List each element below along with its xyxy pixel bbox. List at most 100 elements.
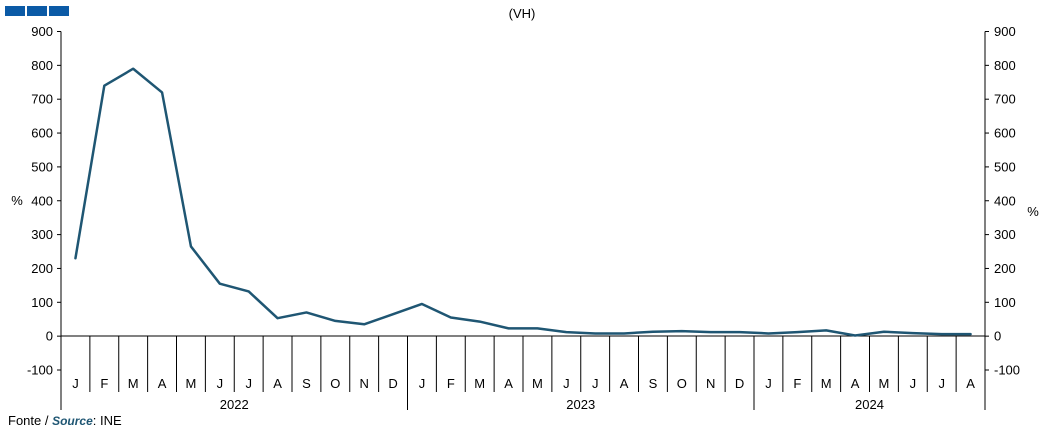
- y-tick-label-left: 700: [31, 92, 53, 107]
- y-tick-label-right: 900: [994, 24, 1016, 39]
- tick-labels: -100 -100 0 0 100 100 200 200 300 300 400 400 500 500…: [27, 24, 1020, 412]
- x-month-label: S: [649, 376, 658, 391]
- x-month-label: J: [765, 376, 772, 391]
- data-point: [623, 332, 625, 334]
- data-point: [421, 303, 423, 305]
- y-tick-label-left: 400: [31, 193, 53, 208]
- source-emphasis: Source: [52, 414, 93, 428]
- y-tick-label-left: 0: [46, 329, 53, 344]
- y-tick-label-left: 600: [31, 126, 53, 141]
- brand-logo: [5, 6, 69, 16]
- data-point: [969, 333, 971, 335]
- y-tick-label-right: -100: [994, 363, 1020, 378]
- y-tick-label-right: 200: [994, 261, 1016, 276]
- data-point: [565, 331, 567, 333]
- y-tick-label-left: 800: [31, 58, 53, 73]
- x-month-label: J: [419, 376, 426, 391]
- source-suffix: : INE: [93, 413, 122, 428]
- y-tick-label-right: 0: [994, 329, 1001, 344]
- x-month-label: A: [158, 376, 167, 391]
- data-point: [767, 332, 769, 334]
- y-tick-label-right: 800: [994, 58, 1016, 73]
- y-tick-label-left: 100: [31, 295, 53, 310]
- chart-title: (VH): [509, 6, 536, 21]
- x-month-label: A: [851, 376, 860, 391]
- y-tick-label-left: -100: [27, 363, 53, 378]
- data-point: [334, 320, 336, 322]
- y-tick-label-right: 300: [994, 227, 1016, 242]
- y-tick-label-right: 500: [994, 159, 1016, 174]
- series-line: [74, 67, 972, 337]
- y-axis-label-right: %: [1027, 204, 1039, 219]
- y-tick-label-right: 600: [994, 126, 1016, 141]
- data-point: [738, 331, 740, 333]
- data-point: [74, 257, 76, 259]
- y-tick-label-right: 400: [994, 193, 1016, 208]
- data-point: [652, 331, 654, 333]
- data-point: [392, 313, 394, 315]
- data-point: [305, 311, 307, 313]
- x-month-label: F: [793, 376, 801, 391]
- series-layer: [74, 67, 972, 337]
- data-point: [247, 290, 249, 292]
- x-month-label: M: [186, 376, 197, 391]
- x-month-label: O: [330, 376, 340, 391]
- y-tick-label-left: 200: [31, 261, 53, 276]
- data-point: [796, 331, 798, 333]
- data-point: [450, 316, 452, 318]
- y-axis-label-left: %: [11, 193, 23, 208]
- y-tick-label-right: 700: [994, 92, 1016, 107]
- data-point: [883, 331, 885, 333]
- x-month-label: A: [966, 376, 975, 391]
- logo-block-1: [5, 6, 25, 16]
- x-month-label: A: [504, 376, 513, 391]
- source-prefix: Fonte /: [8, 413, 52, 428]
- data-point: [478, 320, 480, 322]
- x-month-label: J: [910, 376, 917, 391]
- data-point: [132, 68, 134, 70]
- x-month-label: N: [706, 376, 715, 391]
- x-month-label: J: [217, 376, 224, 391]
- data-point: [681, 330, 683, 332]
- x-month-label: J: [563, 376, 570, 391]
- logo-block-2: [27, 6, 47, 16]
- data-point: [363, 323, 365, 325]
- x-month-label: F: [100, 376, 108, 391]
- x-month-label: O: [677, 376, 687, 391]
- x-month-label: M: [128, 376, 139, 391]
- x-month-label: A: [273, 376, 282, 391]
- y-tick-label-left: 300: [31, 227, 53, 242]
- x-month-label: M: [474, 376, 485, 391]
- y-tick-label-left: 900: [31, 24, 53, 39]
- data-point: [536, 327, 538, 329]
- logo-block-3: [49, 6, 69, 16]
- x-month-label: S: [302, 376, 311, 391]
- x-month-label: M: [532, 376, 543, 391]
- data-point: [103, 84, 105, 86]
- y-tick-label-left: 500: [31, 159, 53, 174]
- data-point: [507, 327, 509, 329]
- data-point: [940, 333, 942, 335]
- data-point: [219, 282, 221, 284]
- x-month-label: J: [72, 376, 79, 391]
- x-month-label: J: [938, 376, 945, 391]
- data-point: [854, 334, 856, 336]
- axes: [57, 31, 989, 410]
- x-year-label: 2024: [855, 397, 884, 412]
- x-month-label: F: [447, 376, 455, 391]
- data-point: [912, 332, 914, 334]
- x-year-label: 2022: [220, 397, 249, 412]
- x-month-label: J: [592, 376, 599, 391]
- source-note: Fonte / Source: INE: [8, 413, 122, 428]
- x-month-label: J: [245, 376, 252, 391]
- data-point: [190, 245, 192, 247]
- x-month-label: M: [879, 376, 890, 391]
- data-point: [161, 91, 163, 93]
- x-year-label: 2023: [566, 397, 595, 412]
- x-month-label: M: [821, 376, 832, 391]
- x-month-label: D: [735, 376, 744, 391]
- y-tick-label-right: 100: [994, 295, 1016, 310]
- data-point: [276, 317, 278, 319]
